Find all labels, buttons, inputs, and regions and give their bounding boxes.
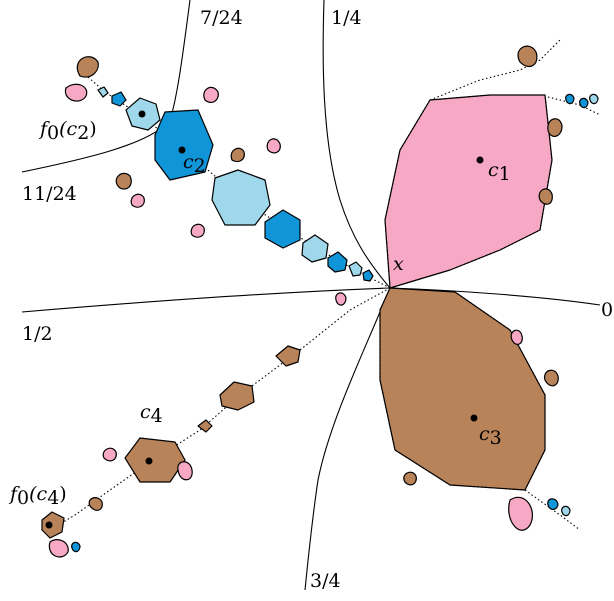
petal-pink-ul-1: [64, 83, 88, 102]
petal-blue-c3-bottom-2: [561, 505, 571, 517]
petal-pink-f0c4: [48, 539, 69, 558]
point-c4: [145, 457, 153, 465]
label-c4: c4: [140, 401, 163, 427]
petal-pink-ll-5: [335, 292, 347, 306]
label-c2: c2: [183, 151, 206, 177]
ray-1-4: [322, 0, 391, 289]
component-chain-blue-3: [327, 251, 348, 273]
petal-brown-c1-lowright: [538, 188, 553, 205]
petal-pink-c4-1: [177, 461, 193, 481]
petal-blue-c1-right-2: [579, 97, 589, 109]
label-f0c4: f0(c4): [8, 483, 67, 509]
petal-brown-c3-right: [543, 369, 559, 387]
label-x: x: [393, 253, 404, 275]
petal-blue-c1-right-1: [565, 93, 575, 105]
label-ray-3-4: 3/4: [310, 570, 341, 592]
petal-pink-ul-2: [203, 86, 219, 104]
point-f0c2: [138, 110, 146, 118]
petal-pink-ul-4: [190, 223, 205, 238]
component-chain-blue-2: [264, 209, 301, 249]
label-ray-1-2: 1/2: [22, 323, 53, 345]
component-c1: [384, 94, 553, 289]
petal-brown-c1-right: [547, 118, 563, 137]
component-c3: [379, 287, 546, 491]
label-ray-0: 0: [601, 299, 613, 321]
point-f0c4: [45, 521, 53, 529]
ray-3-4: [304, 287, 391, 591]
point-c1: [476, 156, 484, 164]
label-f0c2: f0(c2): [38, 118, 97, 144]
petal-brown-ul-3: [230, 147, 245, 163]
component-c2: [154, 109, 214, 181]
petal-pink-c3-bottom: [508, 496, 533, 531]
component-chain-light-2: [301, 234, 329, 263]
petal-pink-c3-top: [510, 329, 523, 345]
petal-light-c1-right: [589, 93, 599, 105]
component-c4: [124, 437, 186, 483]
component-chain-brown-ll-1: [275, 345, 301, 367]
point-c2: [178, 146, 186, 154]
component-c1-fuzz: [384, 94, 553, 289]
component-chain-brown-ll-2: [219, 381, 255, 411]
component-chain-light-small-1: [97, 86, 109, 98]
label-ray-11-24: 11/24: [22, 183, 77, 205]
label-c1: c1: [488, 159, 511, 185]
petal-brown-c3-bottom: [403, 471, 417, 486]
petal-brown-ll-4: [88, 497, 103, 511]
component-c3-fuzz: [379, 287, 546, 491]
ray-1-2: [21, 287, 391, 313]
petal-pink-c4-2: [102, 447, 117, 462]
petal-pink-ul-3: [130, 193, 145, 208]
label-ray-1-4: 1/4: [331, 7, 362, 29]
component-chain-blue-small-1: [111, 91, 127, 107]
point-c3: [470, 414, 478, 422]
petal-brown-c1-top: [517, 45, 538, 67]
component-chain-brown-ll-3: [197, 419, 213, 433]
petal-blue-c3-bottom-1: [547, 498, 559, 510]
component-chain-light-1: [211, 169, 271, 226]
petal-blue-f0c4: [71, 541, 81, 553]
petal-pink-ul-5: [266, 138, 281, 154]
petal-brown-ul-2: [115, 172, 132, 190]
component-f0c4: [41, 511, 65, 539]
component-chain-blue-4: [362, 269, 374, 282]
filament-c1-top: [429, 39, 561, 101]
petal-brown-ul-1: [76, 56, 99, 78]
label-c3: c3: [479, 423, 502, 449]
label-ray-7-24: 7/24: [200, 7, 243, 29]
component-chain-light-3: [348, 261, 363, 277]
